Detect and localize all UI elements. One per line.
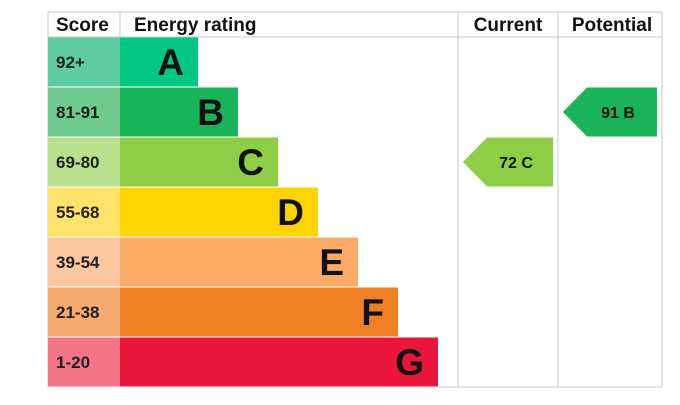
band-d-letter: D xyxy=(277,192,304,233)
band-d-score: 55-68 xyxy=(56,203,99,222)
current-rating-arrow xyxy=(463,137,553,187)
potential-rating-label: 91 B xyxy=(601,105,635,122)
band-a-letter: A xyxy=(157,42,184,83)
header-potential: Potential xyxy=(572,15,652,36)
band-e-score: 39-54 xyxy=(56,253,100,272)
potential-rating-indicator: 91 B xyxy=(563,87,657,137)
band-f-bar xyxy=(120,287,398,337)
band-d-score-cell xyxy=(48,187,120,237)
band-c-bar xyxy=(120,137,278,187)
band-d: 55-68 D xyxy=(48,187,318,237)
header-energy-rating: Energy rating xyxy=(134,15,256,36)
band-g-bar xyxy=(120,337,438,387)
band-g-letter: G xyxy=(395,342,424,383)
band-c-letter: C xyxy=(237,142,264,183)
band-a-bar xyxy=(120,37,198,87)
band-b-letter: B xyxy=(197,92,224,133)
band-b: 81-91 B xyxy=(48,87,238,137)
band-c: 69-80 C xyxy=(48,137,278,187)
band-f-letter: F xyxy=(361,292,384,333)
band-a-score: 92+ xyxy=(56,53,85,72)
band-e-score-cell xyxy=(48,237,120,287)
current-rating-indicator: 72 C xyxy=(463,137,553,187)
band-e-letter: E xyxy=(319,242,344,283)
band-d-bar xyxy=(120,187,318,237)
band-g-score: 1-20 xyxy=(56,353,90,372)
band-a: 92+ A xyxy=(48,37,198,87)
potential-rating-arrow xyxy=(563,87,657,137)
band-a-score-cell xyxy=(48,37,120,87)
band-b-score-cell xyxy=(48,87,120,137)
band-b-score: 81-91 xyxy=(56,103,99,122)
header-current: Current xyxy=(474,15,543,36)
band-c-score: 69-80 xyxy=(56,153,99,172)
band-g-score-cell xyxy=(48,337,120,387)
band-f-score: 21-38 xyxy=(56,303,99,322)
band-e-bar xyxy=(120,237,358,287)
band-g: 1-20 G xyxy=(48,337,438,387)
band-e: 39-54 E xyxy=(48,237,358,287)
band-b-bar xyxy=(120,87,238,137)
band-f-score-cell xyxy=(48,287,120,337)
band-f: 21-38 F xyxy=(48,287,398,337)
current-rating-label: 72 C xyxy=(499,155,533,172)
band-c-score-cell xyxy=(48,137,120,187)
header-score: Score xyxy=(56,15,109,36)
